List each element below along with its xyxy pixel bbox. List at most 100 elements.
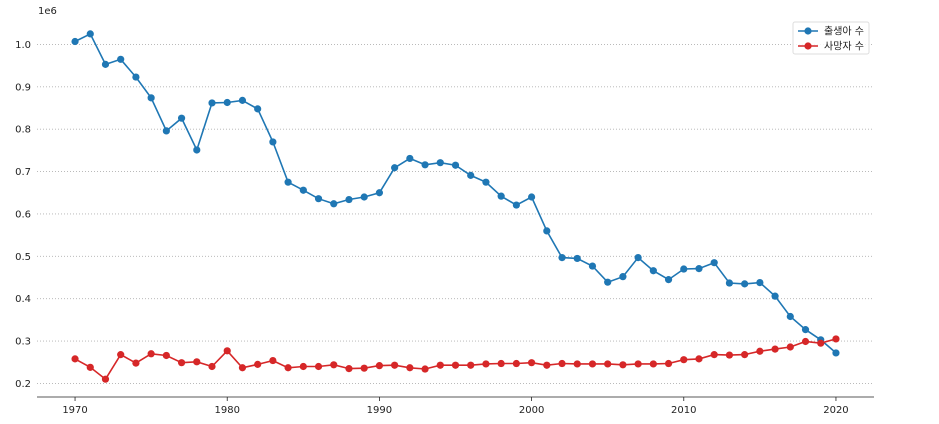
data-point-series-2 [223, 347, 231, 355]
data-point-series-1 [451, 161, 460, 169]
data-point-series-1 [162, 127, 170, 135]
data-point-series-1 [86, 30, 94, 38]
data-point-series-2 [375, 362, 384, 370]
data-point-series-2 [208, 362, 216, 371]
data-point-series-2 [330, 361, 338, 369]
data-point-series-2 [451, 361, 460, 369]
data-point-series-1 [725, 279, 734, 287]
y-tick-label: 0.5 [15, 252, 31, 263]
data-point-series-1 [71, 37, 79, 46]
data-point-series-2 [436, 361, 444, 369]
data-point-series-2 [406, 364, 414, 372]
data-point-series-2 [299, 362, 307, 371]
legend-label: 사망자 수 [824, 41, 864, 53]
data-point-series-1 [771, 292, 779, 300]
data-point-series-1 [649, 267, 657, 275]
data-point-series-2 [101, 375, 110, 383]
data-point-series-2 [588, 360, 597, 368]
data-point-series-1 [604, 278, 612, 286]
data-point-series-1 [375, 189, 384, 197]
data-point-series-1 [467, 171, 475, 179]
data-point-series-1 [512, 201, 520, 209]
legend-label: 출생아 수 [824, 26, 864, 38]
data-point-series-1 [299, 186, 307, 194]
data-point-series-2 [345, 365, 353, 373]
y-tick-label: 1.0 [15, 40, 31, 51]
data-point-series-2 [573, 360, 581, 368]
series-layer [71, 30, 840, 383]
data-point-series-1 [330, 200, 338, 208]
x-tick-label: 2010 [671, 405, 696, 416]
data-point-series-1 [238, 96, 247, 104]
data-point-series-2 [543, 361, 551, 369]
data-point-series-2 [817, 339, 825, 347]
series-line-2 [74, 338, 837, 381]
data-point-series-2 [284, 364, 292, 372]
data-point-series-1 [710, 259, 718, 267]
data-point-series-1 [314, 195, 323, 203]
data-point-series-1 [421, 161, 429, 169]
data-point-series-1 [558, 253, 566, 262]
data-point-series-2 [725, 351, 734, 359]
data-point-series-1 [482, 178, 490, 186]
data-point-series-2 [512, 359, 520, 368]
data-point-series-2 [801, 337, 810, 346]
data-point-series-2 [391, 361, 399, 369]
data-point-series-1 [284, 178, 292, 186]
x-tick-label: 1970 [62, 405, 87, 416]
x-tick-label: 2000 [519, 405, 544, 416]
data-point-series-1 [680, 265, 688, 273]
data-point-series-1 [832, 349, 840, 357]
data-point-series-1 [208, 99, 216, 107]
data-point-series-1 [801, 326, 810, 334]
data-point-series-2 [832, 335, 840, 343]
data-point-series-1 [193, 146, 201, 154]
data-point-series-2 [86, 363, 94, 371]
data-point-series-2 [619, 361, 627, 369]
data-point-series-2 [695, 355, 703, 363]
x-tick-label: 2020 [823, 405, 848, 416]
data-point-series-1 [436, 159, 444, 167]
data-point-series-2 [741, 351, 749, 359]
data-point-series-2 [147, 350, 155, 358]
data-point-series-1 [117, 55, 125, 63]
x-tick-label: 1980 [215, 405, 240, 416]
data-point-series-1 [360, 193, 368, 201]
data-point-series-1 [619, 273, 627, 281]
y-tick-label: 0.2 [15, 379, 31, 390]
data-point-series-1 [345, 195, 353, 204]
data-point-series-2 [314, 362, 323, 371]
data-point-series-2 [132, 359, 140, 367]
y-tick-label: 0.7 [15, 167, 31, 178]
data-point-series-2 [664, 359, 673, 368]
y-tick-label: 0.6 [15, 209, 31, 220]
data-point-series-1 [223, 98, 231, 107]
data-point-series-2 [177, 359, 186, 367]
data-point-series-1 [391, 164, 399, 172]
data-point-series-2 [117, 351, 125, 359]
data-point-series-1 [573, 254, 581, 263]
data-point-series-2 [527, 359, 536, 367]
y-scale-label: 1e6 [38, 6, 57, 17]
data-point-series-1 [101, 60, 110, 68]
data-point-series-1 [543, 227, 551, 235]
data-point-series-1 [664, 276, 673, 284]
data-point-series-1 [132, 73, 140, 81]
data-point-series-2 [360, 364, 368, 372]
legend-marker [804, 42, 812, 50]
data-point-series-2 [756, 347, 764, 355]
y-tick-label: 0.8 [15, 125, 31, 136]
axes: 0.2 0.3 0.4 0.5 0.6 0.7 0.8 0.9 1.0 1970 1980 1990 2… [15, 40, 874, 416]
data-point-series-2 [162, 351, 170, 360]
data-point-series-2 [421, 365, 429, 373]
data-point-series-2 [680, 356, 688, 364]
data-point-series-1 [406, 154, 414, 163]
series-line-1 [74, 32, 837, 354]
data-point-series-2 [786, 343, 794, 351]
data-point-series-2 [604, 360, 612, 368]
data-point-series-2 [497, 359, 505, 368]
y-tick-label: 0.9 [15, 82, 31, 93]
data-point-series-2 [238, 364, 247, 372]
